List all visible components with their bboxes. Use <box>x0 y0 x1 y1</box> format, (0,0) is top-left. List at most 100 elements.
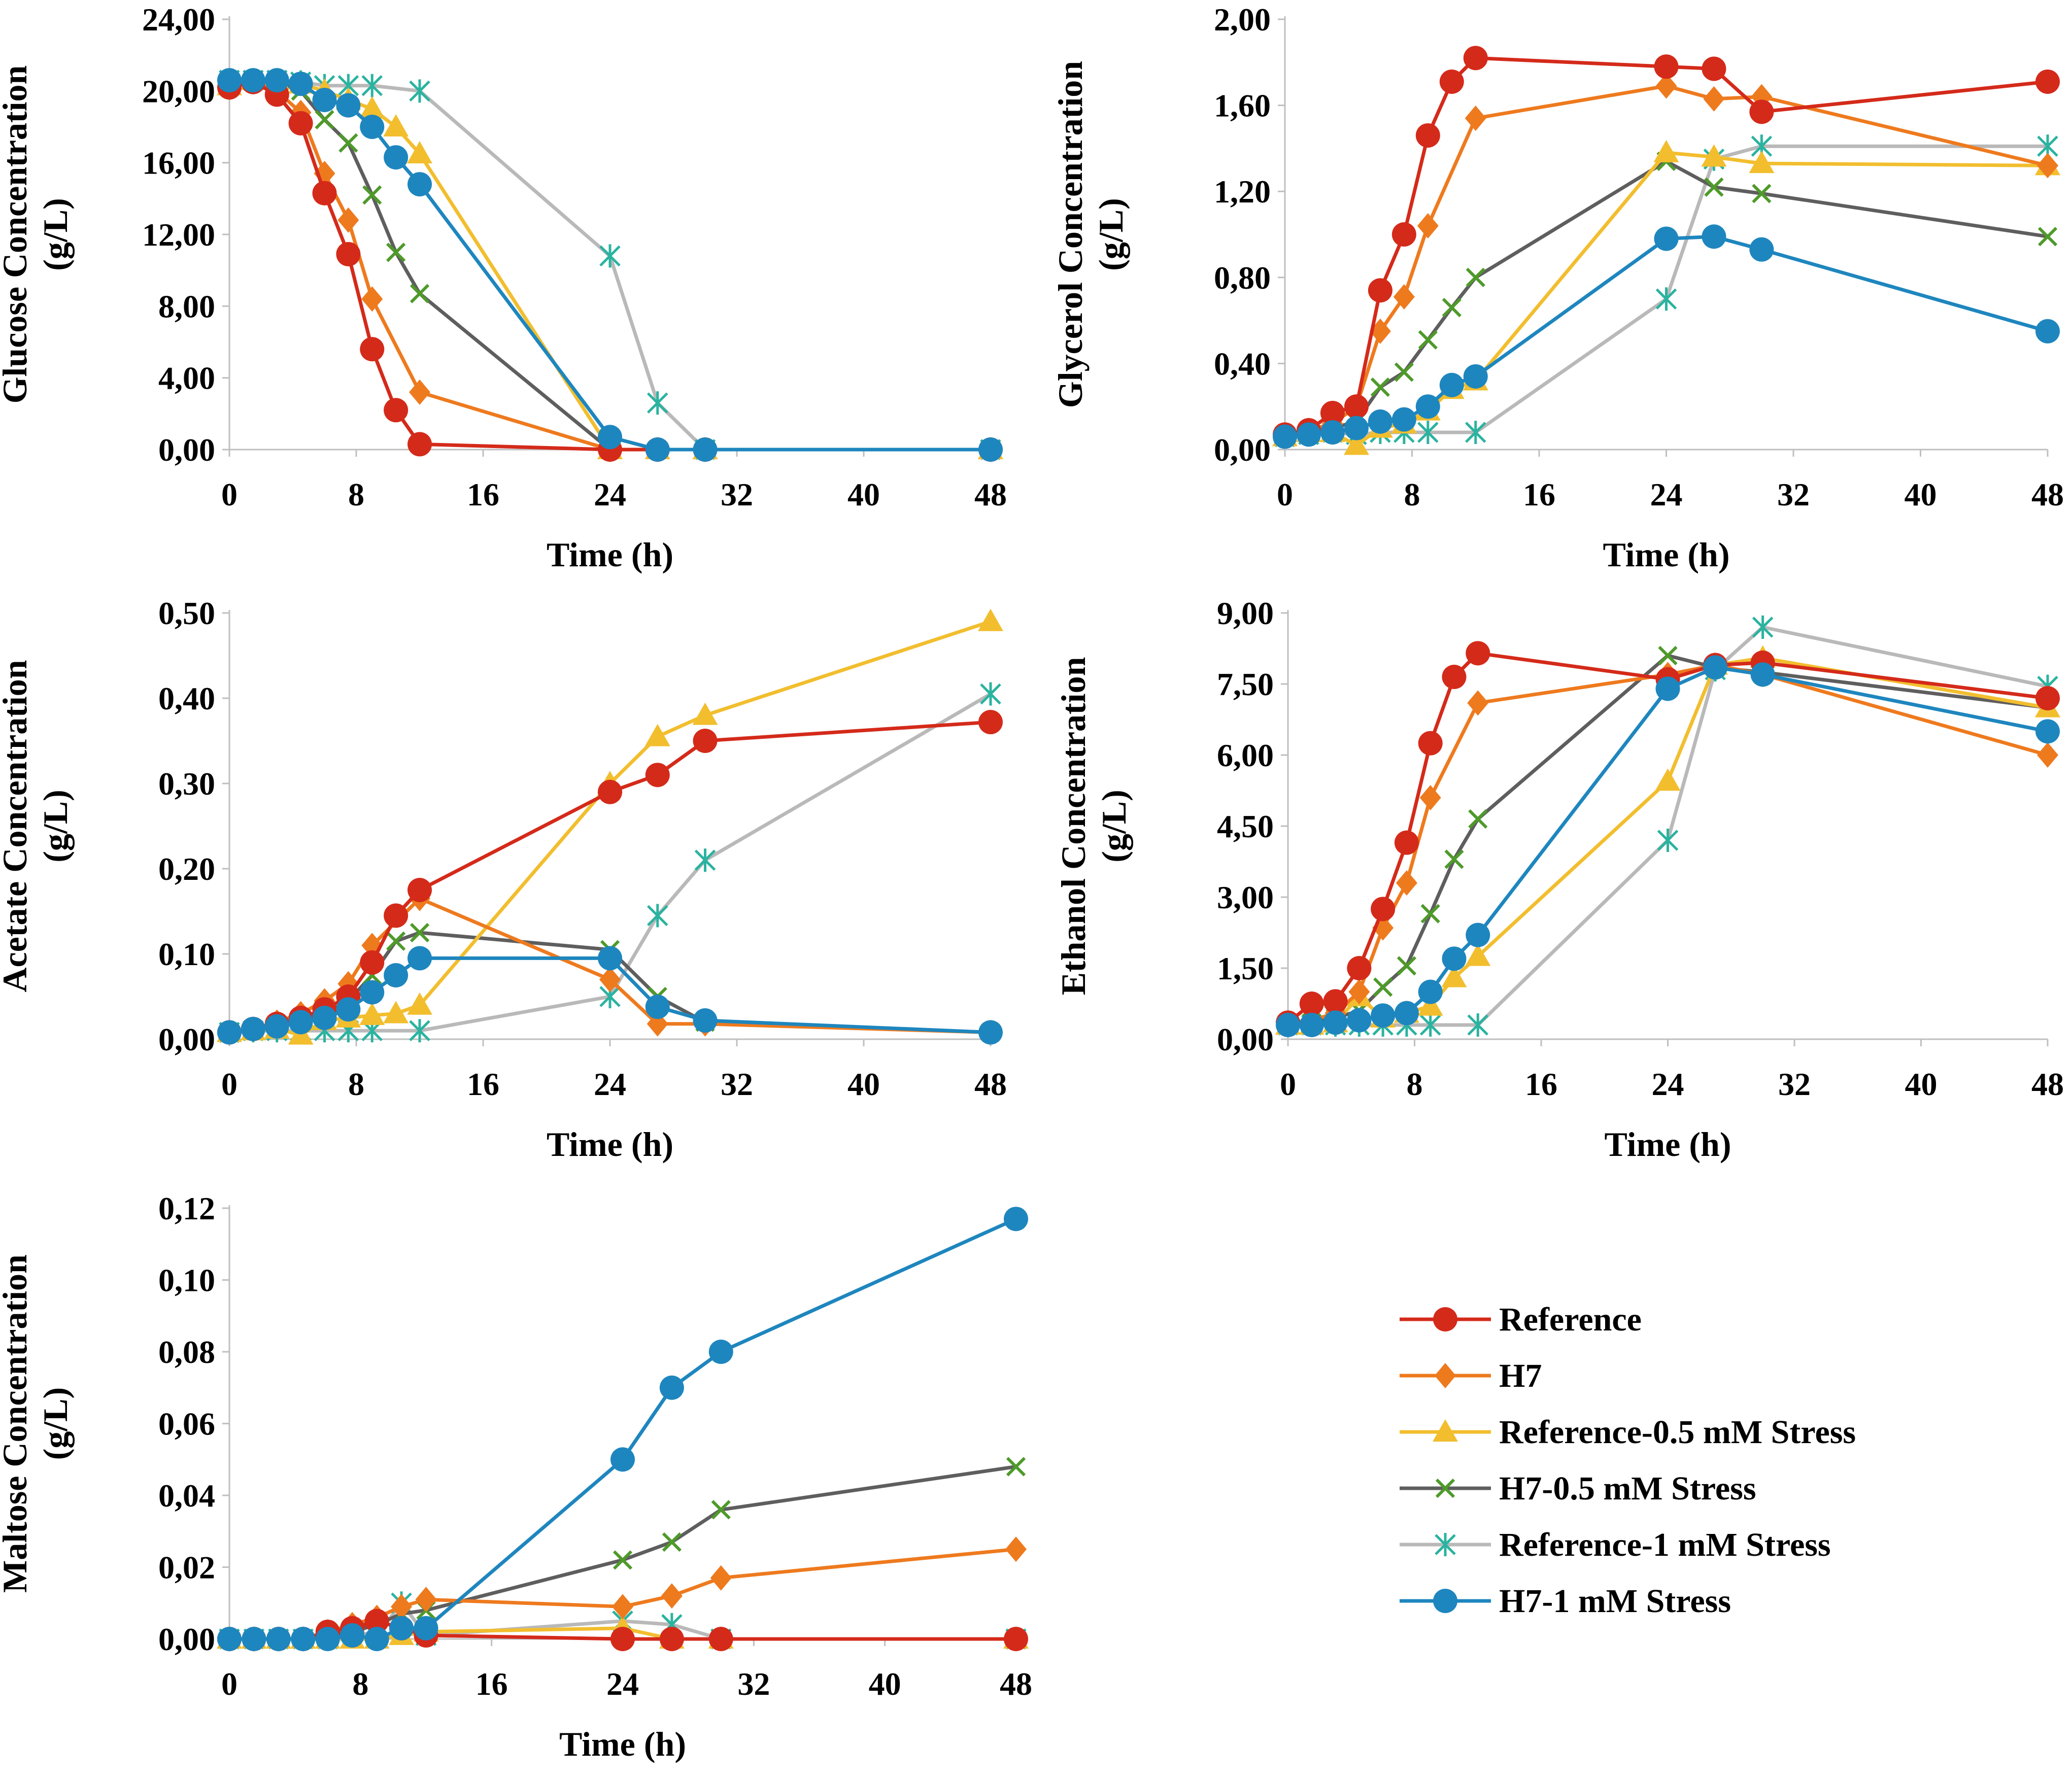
y-tick-label: 12,00 <box>142 217 215 253</box>
series-6-point-6 <box>1391 407 1416 432</box>
series-3-point-12 <box>1749 151 1775 174</box>
series-6-point-12 <box>1749 237 1774 262</box>
series-2-point-11 <box>661 1583 683 1609</box>
y-tick-label: 0,00 <box>158 432 215 468</box>
series-4-point-8 <box>1444 849 1464 869</box>
series-6-point-13 <box>2035 319 2060 344</box>
series-3-point-4 <box>1343 432 1369 455</box>
series-4-point-5 <box>315 110 334 129</box>
x-axis-title: Time (h) <box>559 1725 686 1763</box>
x-tick-label: 40 <box>1905 1066 1938 1102</box>
y-tick-label: 0,10 <box>158 936 215 972</box>
series-6-point-9 <box>1463 364 1488 389</box>
series-3-point-10 <box>1653 140 1679 162</box>
series-1-point-3 <box>1320 400 1345 425</box>
series-2-point-10 <box>612 1594 633 1620</box>
series-3-point-13 <box>978 608 1003 631</box>
series-6-point-8 <box>1439 372 1464 397</box>
series-5-point-9 <box>599 244 621 268</box>
series-5-point-7 <box>361 74 383 97</box>
legend-item: Reference-0.5 mM Stress <box>1400 1414 1856 1451</box>
y-tick-label: 4,00 <box>158 360 215 396</box>
series-4-point-9 <box>410 284 430 303</box>
series-3-point-9 <box>1465 943 1491 966</box>
series-6-point-12 <box>1750 662 1775 687</box>
series-6-point-13 <box>978 1020 1003 1045</box>
x-tick-label: 8 <box>1407 1066 1423 1102</box>
x-tick-label: 40 <box>847 476 880 512</box>
series-4-point-13 <box>1006 1457 1026 1477</box>
series-h7-1-mm-stress <box>1273 224 2060 449</box>
series-3-point-7 <box>1417 993 1443 1016</box>
series-3-point-9 <box>407 992 432 1015</box>
series-1-point-4 <box>1344 394 1369 419</box>
series-2-point-6 <box>337 207 359 233</box>
chart-glycerol: 0,00 0,40 0,80 1,20 1,60 2,00 0 8 16 24 32 40 48 Time… <box>1051 2 2064 574</box>
series-line <box>227 1217 1018 1641</box>
series-4-point-9 <box>410 922 430 943</box>
series-3-point-12 <box>692 702 718 725</box>
x-tick-label: 8 <box>348 1066 364 1102</box>
series-1-point-7 <box>1418 731 1443 756</box>
series-6-point-5 <box>312 1006 337 1030</box>
series-6-point-7 <box>364 1627 389 1651</box>
y-tick-label: 0,40 <box>1214 346 1271 382</box>
x-tick-label: 32 <box>1778 1066 1811 1102</box>
series-6-point-1 <box>1276 1013 1300 1037</box>
series-4-point-7 <box>362 185 382 205</box>
series-h7-1-mm-stress <box>1276 655 2060 1037</box>
series-6-point-11 <box>645 995 670 1019</box>
y-tick-label: 0,40 <box>158 680 215 716</box>
legend-label: H7 <box>1499 1357 1542 1394</box>
series-2-point-7 <box>1417 213 1439 239</box>
series-3-point-10 <box>1655 768 1681 791</box>
series-6-point-12 <box>693 1008 718 1033</box>
series-1-point-11 <box>1702 56 1726 81</box>
series-2-point-12 <box>2037 153 2058 179</box>
series-6-point-3 <box>264 1014 289 1039</box>
series-1-point-4 <box>288 111 313 135</box>
series-1-point-6 <box>1391 222 1416 247</box>
series-1-point-5 <box>312 181 337 206</box>
legend-item: H7-0.5 mM Stress <box>1400 1470 1756 1507</box>
series-6-point-9 <box>414 1616 438 1641</box>
series-1-point-6 <box>336 242 361 266</box>
series-6-point-2 <box>1299 1013 1324 1037</box>
y-tick-label: 6,00 <box>1217 737 1274 773</box>
x-tick-label: 16 <box>475 1666 508 1702</box>
series-6-point-12 <box>693 437 718 462</box>
y-axis-unit: (g/L) <box>36 198 75 271</box>
series-6-point-2 <box>241 68 265 93</box>
x-tick-label: 32 <box>1777 476 1810 512</box>
series-6-point-8 <box>384 963 409 987</box>
series-6-point-1 <box>1273 424 1297 449</box>
series-1-point-9 <box>1466 641 1490 666</box>
series-4-point-6 <box>1394 362 1414 382</box>
series-4-point-11 <box>1704 177 1724 197</box>
series-6-point-4 <box>291 1627 316 1651</box>
series-5-point-12 <box>980 682 1001 706</box>
legend-marker <box>1433 1589 1457 1613</box>
y-tick-label: 1,20 <box>1214 174 1271 210</box>
y-tick-label: 2,00 <box>1214 2 1271 38</box>
series-5-point-9 <box>1655 287 1677 311</box>
series-6-point-1 <box>217 68 242 93</box>
series-5-point-7 <box>1417 421 1439 445</box>
x-tick-label: 24 <box>1650 476 1683 512</box>
y-tick-label: 0,30 <box>158 766 215 802</box>
series-6-point-3 <box>1323 1010 1348 1035</box>
x-tick-label: 48 <box>2031 476 2064 512</box>
series-2-point-8 <box>1465 106 1486 131</box>
series-6-point-2 <box>1296 422 1321 447</box>
series-1-point-8 <box>384 903 409 928</box>
legend-marker <box>1435 1533 1456 1556</box>
series-4-point-12 <box>1752 184 1772 203</box>
series-6-point-13 <box>2035 719 2060 744</box>
series-6-point-3 <box>264 68 289 93</box>
series-1-point-12 <box>708 1627 733 1651</box>
legend-item: H7-1 mM Stress <box>1400 1583 1731 1620</box>
series-6-point-9 <box>407 172 432 197</box>
x-tick-label: 32 <box>721 476 753 512</box>
series-6-point-4 <box>1347 1008 1372 1033</box>
